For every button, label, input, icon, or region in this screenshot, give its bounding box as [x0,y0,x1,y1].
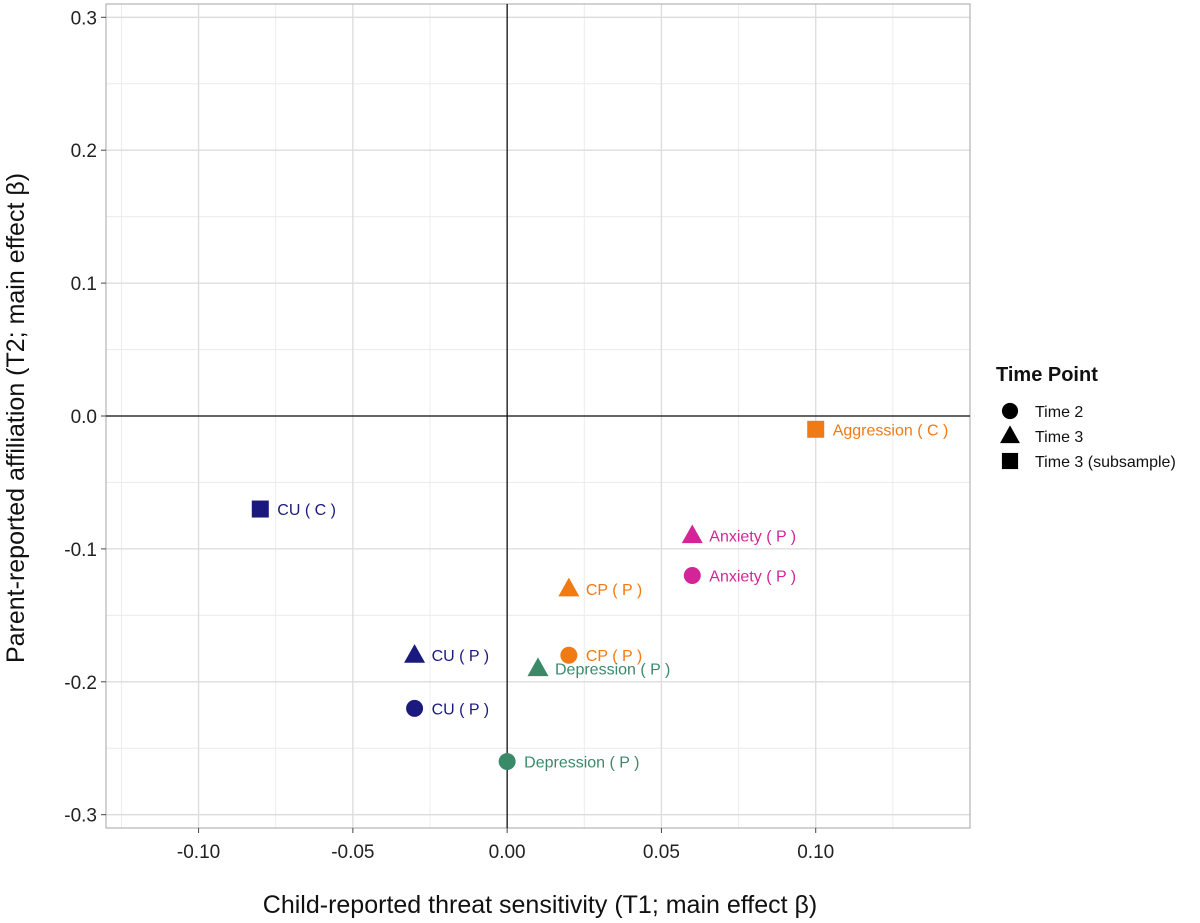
data-point-circle [498,753,516,771]
legend-square-icon [1001,452,1019,470]
point-label: CP ( P ) [586,648,642,665]
legend-title: Time Point [996,364,1098,386]
data-point-triangle [404,644,426,663]
data-point-square [807,420,825,438]
legend-entries: Time 2 Time 3 Time 3 (subsample) [1000,402,1176,471]
legend: Time Point Time 2 Time 3 Time 3 (subsample… [996,364,1176,471]
y-axis-ticks: -0.3 -0.2 -0.1 0.0 0.1 0.2 0.3 [64,8,106,827]
y-tick-label: 0.3 [71,8,97,29]
point-label: CP ( P ) [586,582,642,599]
legend-label: Time 3 (subsample) [1035,454,1176,471]
y-tick-label: 0.1 [71,274,97,295]
point-label: Depression ( P ) [524,755,639,772]
data-point-triangle [558,577,580,597]
point-label: CU ( P ) [432,648,489,665]
y-tick-label: -0.1 [64,540,97,561]
data-points [251,420,825,771]
y-tick-label: 0.2 [71,141,97,162]
legend-triangle-icon [1000,425,1020,444]
x-tick-label: 0.10 [797,842,834,863]
reference-lines [106,4,970,828]
x-axis-ticks: -0.10 -0.05 0.00 0.05 0.10 [177,828,834,863]
point-label: Depression ( P ) [555,662,670,679]
legend-circle-icon [1001,402,1019,420]
x-tick-label: -0.05 [331,842,374,863]
x-tick-label: -0.10 [177,842,220,863]
data-point-triangle [527,657,549,677]
data-point-square [251,500,269,518]
legend-label: Time 2 [1035,404,1083,421]
point-label: Anxiety ( P ) [709,568,796,585]
data-point-circle [406,699,424,717]
x-axis-title: Child-reported threat sensitivity (T1; m… [263,891,817,919]
x-tick-label: 0.00 [489,842,526,863]
y-tick-label: 0.0 [71,407,97,428]
y-axis-title: Parent-reported affiliation (T2; main ef… [2,173,30,663]
point-label: Anxiety ( P ) [709,529,796,546]
data-point-circle [683,566,701,584]
data-point-circle [560,646,578,664]
point-label: Aggression ( C ) [833,422,949,439]
point-label: CU ( P ) [432,701,489,718]
x-tick-label: 0.05 [643,842,680,863]
data-point-triangle [681,524,703,544]
y-tick-label: -0.3 [64,806,97,827]
point-labels: Aggression ( C ) CU ( C ) Anxiety ( P ) Anx… [277,422,948,771]
legend-label: Time 3 [1035,429,1083,446]
y-tick-label: -0.2 [64,673,97,694]
point-label: CU ( C ) [277,502,336,519]
